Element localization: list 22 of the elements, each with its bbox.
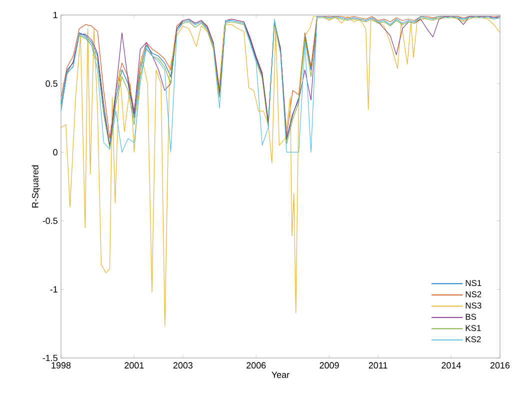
legend-label: KS1 bbox=[466, 325, 481, 332]
y-tick-label: 0.5 bbox=[46, 80, 58, 87]
y-tick-label: 0 bbox=[53, 149, 58, 156]
x-axis-title: Year bbox=[272, 372, 290, 378]
x-tick-label: 2001 bbox=[124, 362, 144, 369]
x-tick-label: 2011 bbox=[368, 362, 388, 369]
x-tick-label: 1998 bbox=[52, 362, 71, 369]
legend-label: KS2 bbox=[466, 336, 481, 342]
y-tick-label: -1 bbox=[50, 286, 58, 292]
legend-label: BS bbox=[466, 314, 476, 320]
legend-label: NS3 bbox=[466, 302, 482, 309]
x-tick-label: 2006 bbox=[246, 362, 266, 369]
x-tick-label: 2009 bbox=[320, 362, 339, 369]
x-tick-label: 2016 bbox=[490, 362, 510, 369]
legend-label: NS2 bbox=[466, 291, 482, 298]
x-tick-label: 2003 bbox=[173, 362, 193, 369]
y-tick-label: -0.5 bbox=[42, 218, 58, 224]
y-tick-label: -1.5 bbox=[42, 354, 58, 362]
y-tick-label: 1 bbox=[54, 12, 58, 18]
legend-label: NS1 bbox=[466, 280, 482, 286]
y-axis-title: R-Squared bbox=[32, 165, 40, 208]
x-tick-label: 2014 bbox=[442, 362, 461, 369]
